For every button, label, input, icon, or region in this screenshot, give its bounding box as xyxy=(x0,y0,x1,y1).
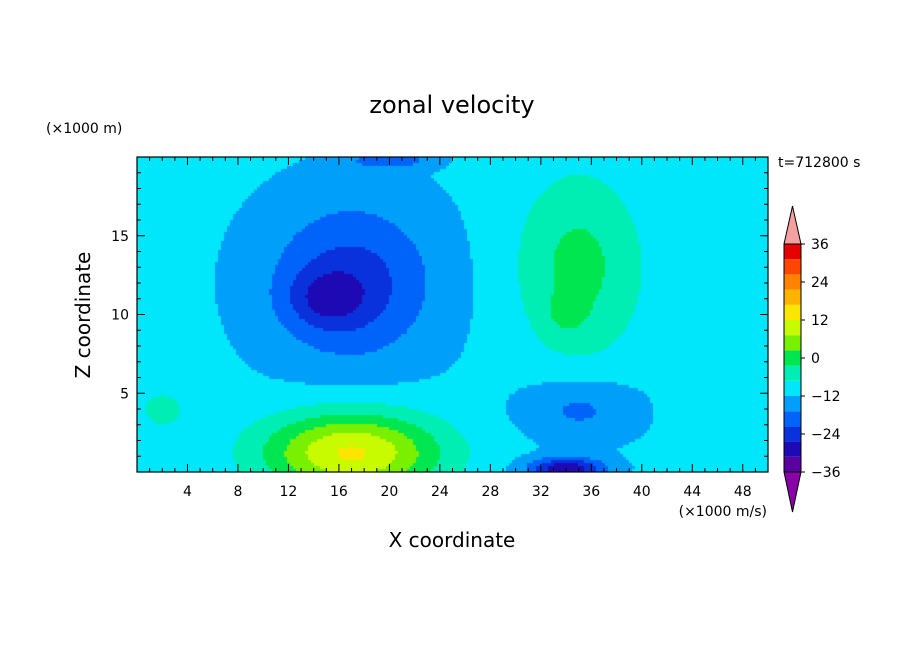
colorbar-band xyxy=(784,304,801,320)
x-tick-label: 48 xyxy=(734,484,752,500)
x-tick-label: 20 xyxy=(380,484,398,500)
colorbar-tick-label: 36 xyxy=(811,237,829,253)
y-tick-label: 5 xyxy=(120,386,129,402)
colorbar-band xyxy=(784,396,801,412)
x-tick-label: 12 xyxy=(280,484,298,500)
time-label: t=712800 s xyxy=(778,155,860,171)
colorbar-tick-label: 12 xyxy=(811,313,829,329)
x-unit-label: (×1000 m/s) xyxy=(679,504,767,520)
colorbar-tick-label: −24 xyxy=(811,427,841,443)
colorbar-max-arrow xyxy=(783,205,802,245)
y-unit-label: (×1000 m) xyxy=(46,121,122,137)
colorbar-band xyxy=(784,456,801,472)
colorbar-band xyxy=(784,365,801,381)
colorbar-band xyxy=(784,320,801,336)
x-tick-label: 24 xyxy=(431,484,449,500)
colorbar: 36 24 12 0 −12 −24 −36 xyxy=(783,205,841,513)
colorbar-tick-label: −36 xyxy=(811,465,841,481)
x-tick-label: 36 xyxy=(582,484,600,500)
x-tick-label: 4 xyxy=(183,484,192,500)
y-tick-label: 10 xyxy=(111,308,129,324)
colorbar-band xyxy=(784,259,801,275)
x-tick-label: 16 xyxy=(330,484,348,500)
contour-field xyxy=(137,157,768,472)
x-tick-label: 28 xyxy=(481,484,499,500)
colorbar-band xyxy=(784,274,801,290)
colorbar-band xyxy=(784,426,801,442)
colorbar-tick-label: −12 xyxy=(811,389,841,405)
colorbar-min-arrow xyxy=(783,471,802,513)
chart-title: zonal velocity xyxy=(369,91,534,119)
colorbar-tick-label: 0 xyxy=(811,351,820,367)
colorbar-band xyxy=(784,411,801,427)
colorbar-band xyxy=(784,350,801,366)
colorbar-band xyxy=(784,380,801,396)
x-tick-label: 32 xyxy=(532,484,550,500)
x-tick-label: 8 xyxy=(233,484,242,500)
x-axis-label: X coordinate xyxy=(389,528,516,552)
colorbar-band xyxy=(784,335,801,351)
y-axis-label: Z coordinate xyxy=(71,252,95,379)
x-tick-label: 40 xyxy=(633,484,651,500)
colorbar-band xyxy=(784,289,801,305)
x-tick-label: 44 xyxy=(683,484,701,500)
colorbar-tick-label: 24 xyxy=(811,275,829,291)
y-tick-label: 15 xyxy=(111,229,129,245)
colorbar-band xyxy=(784,441,801,457)
colorbar-band xyxy=(784,244,801,260)
plot-area xyxy=(137,157,768,472)
